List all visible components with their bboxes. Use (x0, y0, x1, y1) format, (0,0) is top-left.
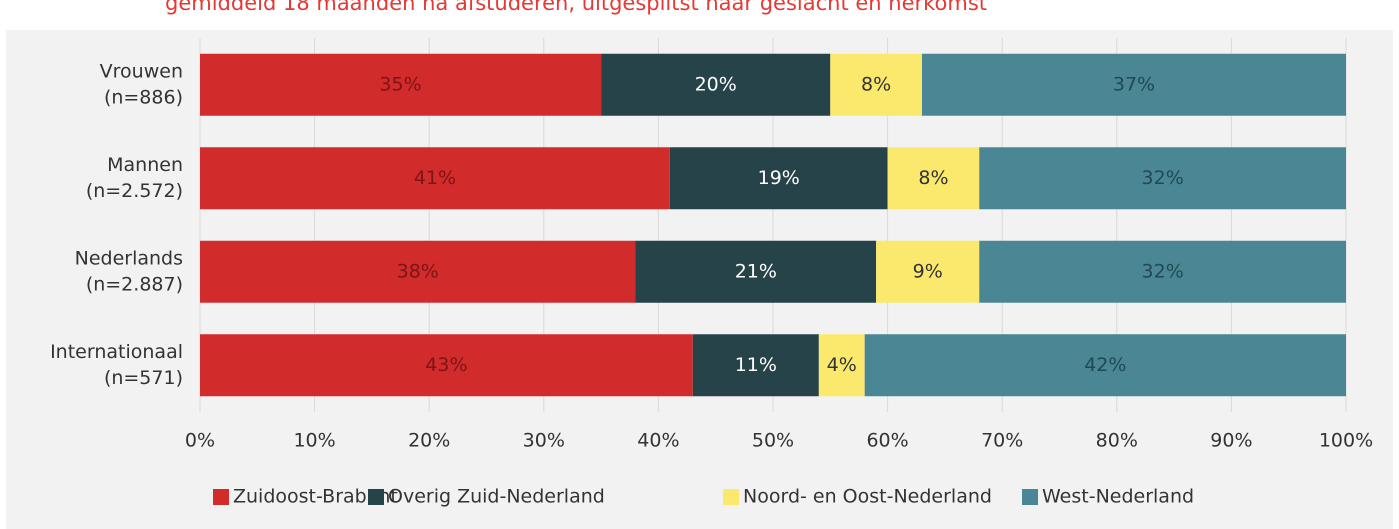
data-label: 37% (1113, 73, 1155, 95)
legend-swatch (1022, 489, 1038, 505)
bar-segment (979, 240, 1346, 303)
bar-segment (635, 240, 877, 303)
data-label: 38% (397, 260, 439, 282)
data-label: 35% (379, 73, 421, 95)
x-tick-label: 90% (1210, 430, 1252, 452)
x-tick-label: 50% (752, 430, 794, 452)
legend-label: Overig Zuid-Nederland (388, 486, 605, 508)
data-label: 9% (913, 260, 943, 282)
bar-segment (887, 147, 980, 210)
bar-segment (876, 240, 980, 303)
y-tick-label: (n=571) (104, 367, 183, 389)
data-label: 8% (918, 167, 948, 189)
bar-segment (979, 147, 1346, 210)
x-tick-label: 40% (637, 430, 679, 452)
data-label: 4% (827, 354, 857, 376)
legend-swatch (213, 489, 229, 505)
y-tick-label: (n=886) (104, 86, 183, 108)
data-label: 32% (1142, 260, 1184, 282)
y-tick-label: Vrouwen (100, 60, 183, 82)
legend-swatch (368, 489, 384, 505)
y-tick-label: (n=2.572) (86, 180, 183, 202)
y-tick-label: Mannen (107, 154, 183, 176)
data-label: 8% (861, 73, 891, 95)
x-tick-label: 30% (523, 430, 565, 452)
data-label: 19% (758, 167, 800, 189)
data-label: 32% (1142, 167, 1184, 189)
data-label: 41% (414, 167, 456, 189)
x-tick-label: 0% (185, 430, 215, 452)
x-tick-label: 10% (293, 430, 335, 452)
data-label: 11% (735, 354, 777, 376)
bar-segment (200, 147, 670, 210)
legend-swatch (723, 489, 739, 505)
data-label: 21% (735, 260, 777, 282)
x-tick-label: 100% (1319, 430, 1373, 452)
bar-segment (200, 334, 693, 397)
bar-segment (601, 53, 831, 116)
data-label: 42% (1084, 354, 1126, 376)
chart-subtitle: gemiddeld 18 maanden na afstuderen, uitg… (165, 0, 987, 15)
x-tick-label: 60% (866, 430, 908, 452)
bar-segment (864, 334, 1346, 397)
y-tick-label: Nederlands (75, 247, 183, 269)
bar-segment (200, 240, 636, 303)
bar-segment (921, 53, 1346, 116)
legend-label: Zuidoost-Brabant (233, 486, 398, 508)
legend-label: West-Nederland (1042, 486, 1194, 508)
bar-segment (830, 53, 922, 116)
y-tick-label: Internationaal (50, 341, 183, 363)
bar-segment (692, 334, 819, 397)
data-label: 43% (425, 354, 467, 376)
x-tick-label: 80% (1096, 430, 1138, 452)
bar-segment (818, 334, 865, 397)
bar-segment (200, 53, 602, 116)
legend-label: Noord- en Oost-Nederland (743, 486, 992, 508)
y-tick-label: (n=2.887) (86, 273, 183, 295)
x-tick-label: 70% (981, 430, 1023, 452)
x-tick-label: 20% (408, 430, 450, 452)
data-label: 20% (695, 73, 737, 95)
bar-segment (669, 147, 888, 210)
